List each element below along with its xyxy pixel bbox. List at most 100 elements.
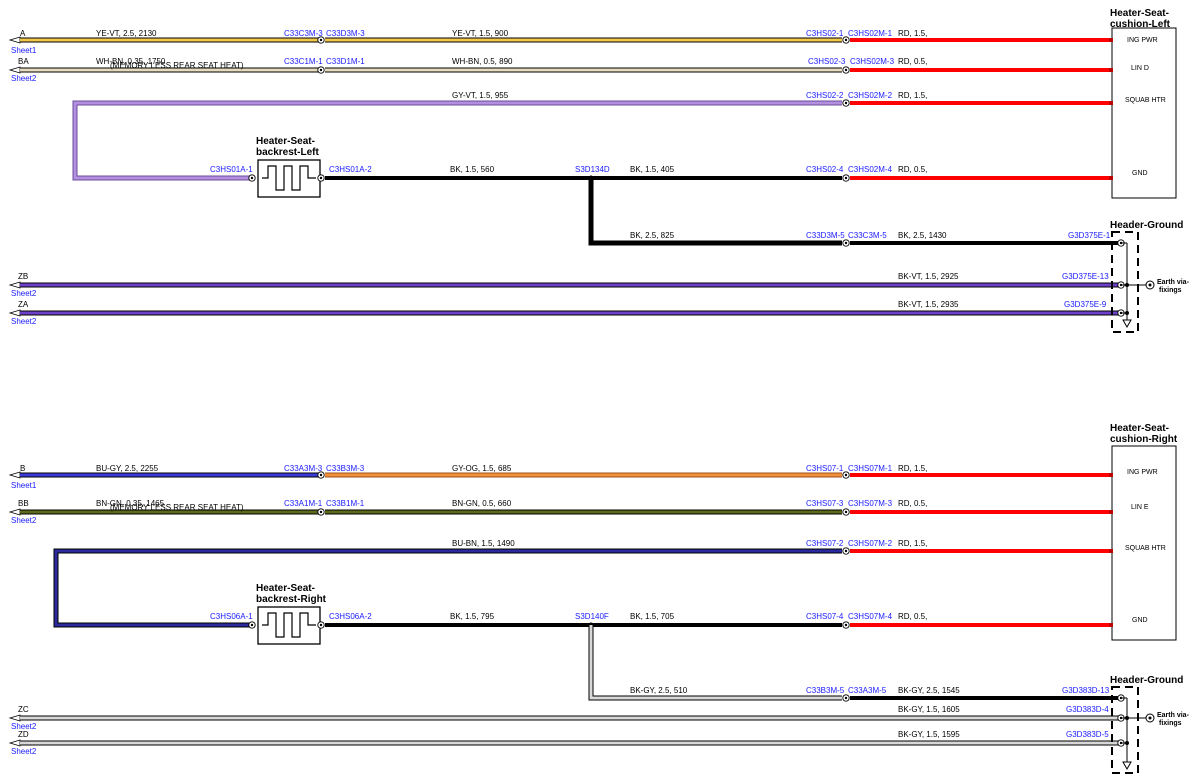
- wire-row: ZB Sheet2 BK-VT, 1.5, 2925 G3D375E-13: [8, 272, 1125, 298]
- cushion-right-title-1: Heater-Seat-: [1110, 423, 1169, 434]
- wire-note: (MEMORY LESS REAR SEAT HEAT): [110, 503, 244, 512]
- wire-row: ZD Sheet2 BK-GY, 1.5, 1595 G3D383D-5: [8, 730, 1125, 756]
- connector-label: C3HS01A-1: [210, 165, 253, 174]
- wire-spec: YE-VT, 2.5, 2130: [96, 29, 157, 38]
- wire-spec: BK, 1.5, 560: [450, 165, 495, 174]
- connector-label: C33D3M-5: [806, 231, 845, 240]
- splice-label: S3D134D: [575, 165, 610, 174]
- connector-label: C3HS02-3: [808, 57, 846, 66]
- connector-label: C3HS02M-1: [848, 29, 893, 38]
- cushion-left-box: [1111, 27, 1177, 199]
- wire-spec: RD, 0.5,: [898, 57, 927, 66]
- wire-spec: RD, 1.5,: [898, 91, 927, 100]
- wire-id: B: [20, 464, 25, 473]
- connector-label: C3HS07-3: [806, 499, 844, 508]
- wire-spec: RD, 1.5,: [898, 464, 927, 473]
- backrest-right-title-1: Heater-Seat-: [256, 583, 315, 594]
- wire-id: A: [20, 29, 26, 38]
- backrest-left-heater: Heater-Seat- backrest-Left: [256, 136, 321, 198]
- wire-spec: WH-BN, 0.35, 1750: [96, 57, 166, 66]
- wire-spec: BK-VT, 1.5, 2935: [898, 300, 959, 309]
- pin-label: GND: [1132, 617, 1148, 624]
- wire-id: BB: [18, 499, 29, 508]
- wire-spec: RD, 0.5,: [898, 499, 927, 508]
- connector-label: C3HS02-1: [806, 29, 844, 38]
- sheet-link[interactable]: Sheet2: [11, 74, 37, 83]
- wire-spec: BN-GN, 0.5, 660: [452, 499, 512, 508]
- backrest-left-title-2: backrest-Left: [256, 147, 319, 158]
- wire-row: B Sheet1 BU-GY, 2.5, 2255 C33A3M-3 C33B3…: [8, 464, 1113, 490]
- wire-spec: BK-GY, 2.5, 1545: [898, 686, 960, 695]
- wire-spec: BK, 2.5, 1430: [898, 231, 947, 240]
- ground-title: Header-Ground: [1110, 675, 1183, 686]
- connector-label: C3HS02M-3: [850, 57, 895, 66]
- wire-id: ZC: [18, 705, 29, 714]
- wire-row: C3HS01A-1 C3HS01A-2 BK, 1.5, 560 S3D134D…: [210, 165, 1113, 182]
- wire-id: BA: [18, 57, 29, 66]
- connector-label: C3HS02-4: [806, 165, 844, 174]
- earth-label-2: fixings: [1159, 720, 1182, 727]
- sheet-link[interactable]: Sheet1: [11, 481, 37, 490]
- ground-pin-label: G3D383D-5: [1066, 730, 1109, 739]
- cushion-left-title-2: cushion-Left: [1110, 19, 1171, 30]
- pin-label: SQUAB HTR: [1125, 97, 1166, 104]
- sheet-link[interactable]: Sheet2: [11, 289, 37, 298]
- pin-label: SQUAB HTR: [1125, 545, 1166, 552]
- wire-spec: RD, 1.5,: [898, 29, 927, 38]
- connector-label: C3HS07M-4: [848, 612, 893, 621]
- connector-label: C33D3M-3: [326, 29, 365, 38]
- sheet-link[interactable]: Sheet1: [11, 46, 37, 55]
- wire-row: ZC Sheet2 BK-GY, 1.5, 1605 G3D383D-4: [8, 705, 1125, 731]
- pin-label: LIN D: [1131, 65, 1149, 72]
- sheet-link[interactable]: Sheet2: [11, 317, 37, 326]
- wire-spec: YE-VT, 1.5, 900: [452, 29, 509, 38]
- wire-row: A Sheet1 YE-VT, 2.5, 2130 C33C3M-3 C33D3…: [8, 29, 1113, 55]
- connector-label: C3HS06A-2: [329, 612, 372, 621]
- wire-spec: RD, 1.5,: [898, 539, 927, 548]
- connector-label: C33B3M-5: [806, 686, 845, 695]
- connector-label: C3HS07-1: [806, 464, 844, 473]
- earth-label-2: fixings: [1159, 287, 1182, 294]
- pin-label: LIN E: [1131, 504, 1149, 511]
- wire-row: ZA Sheet2 BK-VT, 1.5, 2935 G3D375E-9: [8, 300, 1125, 326]
- sheet-link[interactable]: Sheet2: [11, 722, 37, 731]
- backrest-right-heater: Heater-Seat- backrest-Right: [256, 583, 327, 645]
- earth-label-1: Earth via-: [1157, 712, 1190, 719]
- wire-row: GY-VT, 1.5, 955 C3HS02-2 C3HS02M-2 RD, 1…: [72, 91, 1113, 182]
- cushion-right-title-2: cushion-Right: [1110, 434, 1178, 445]
- connector-label: C33B3M-3: [326, 464, 365, 473]
- wire-note: (MEMORY LESS REAR SEAT HEAT): [110, 61, 244, 70]
- connector-label: C33C3M-3: [284, 29, 323, 38]
- sheet-link[interactable]: Sheet2: [11, 516, 37, 525]
- wire-id: ZA: [18, 300, 29, 309]
- connector-label: C33C3M-5: [848, 231, 887, 240]
- wire-spec: BN-GN, 0.35, 1465: [96, 499, 165, 508]
- wire-spec: GY-OG, 1.5, 685: [452, 464, 512, 473]
- connector-label: C33A3M-3: [284, 464, 323, 473]
- wire-spec: BK, 1.5, 405: [630, 165, 675, 174]
- ground-pin-label: G3D375E-1: [1068, 231, 1111, 240]
- connector-label: C3HS07-4: [806, 612, 844, 621]
- header-ground-left: Header-Ground Earth via- fixings: [1110, 220, 1190, 333]
- connector-label: C3HS02-2: [806, 91, 844, 100]
- pin-label: ING PWR: [1127, 469, 1158, 476]
- ground-pin-label: G3D375E-13: [1062, 272, 1109, 281]
- wire-spec: RD, 0.5,: [898, 165, 927, 174]
- pin-label: GND: [1132, 170, 1148, 177]
- connector-label: C33A1M-1: [284, 499, 323, 508]
- wire-spec: BU-GY, 2.5, 2255: [96, 464, 159, 473]
- splice-label: S3D140F: [575, 612, 609, 621]
- wire-row: BU-BN, 1.5, 1490 C3HS07-2 C3HS07M-2 RD, …: [53, 539, 1113, 629]
- connector-label: C3HS06A-1: [210, 612, 253, 621]
- cushion-right-box: [1111, 445, 1177, 641]
- wire-row: C3HS06A-1 C3HS06A-2 BK, 1.5, 795 S3D140F…: [210, 612, 1113, 629]
- connector-label: C3HS02M-4: [848, 165, 893, 174]
- sheet-link[interactable]: Sheet2: [11, 747, 37, 756]
- connector-label: C3HS07M-3: [848, 499, 893, 508]
- wire-id: ZB: [18, 272, 28, 281]
- wire-spec: BK-VT, 1.5, 2925: [898, 272, 959, 281]
- backrest-left-title-1: Heater-Seat-: [256, 136, 315, 147]
- earth-label-1: Earth via-: [1157, 279, 1190, 286]
- cushion-left-title-1: Heater-Seat-: [1110, 8, 1169, 19]
- ground-pin-label: G3D375E-9: [1064, 300, 1107, 309]
